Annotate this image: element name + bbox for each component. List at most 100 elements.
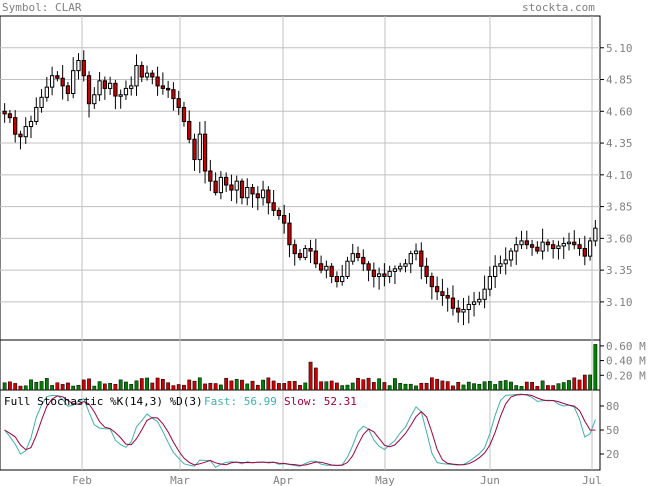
candle-body	[176, 98, 181, 108]
candle-body	[477, 298, 482, 303]
candle-body	[229, 184, 234, 191]
volume-bar	[203, 383, 207, 391]
x-tick-label: Apr	[273, 474, 293, 486]
volume-bar	[261, 379, 265, 391]
volume-bar	[577, 379, 582, 391]
candle-body	[81, 59, 86, 77]
volume-bar	[108, 383, 113, 391]
candle-body	[577, 244, 582, 250]
volume-bar	[461, 384, 466, 391]
candle-body	[487, 275, 493, 290]
volume-bar	[113, 384, 118, 391]
candle-body	[324, 265, 329, 271]
stochastic-tick-label: 50	[606, 424, 619, 437]
candle-body	[350, 253, 355, 262]
volume-bar	[44, 378, 49, 391]
candle-body	[340, 275, 345, 283]
volume-bar	[429, 377, 434, 391]
volume-bar	[266, 377, 271, 391]
candle-body	[2, 110, 7, 115]
volume-bar	[551, 385, 556, 391]
volume-bar	[245, 383, 250, 391]
volume-bar	[192, 380, 197, 391]
volume-bar	[556, 383, 561, 391]
candle-body	[508, 250, 514, 261]
volume-bar	[398, 383, 403, 391]
volume-bar	[208, 382, 213, 391]
volume-bar	[271, 380, 276, 391]
candle-body	[166, 87, 171, 91]
axis-ticks: Feb Mar Apr May Jun Jul 5.10 4.85 4.60 4.35 4.10 3.…	[72, 42, 646, 486]
volume-bar	[335, 382, 339, 391]
volume-bar	[282, 383, 287, 391]
volume-bar	[39, 381, 44, 391]
volume-bar	[23, 385, 28, 391]
volume-bar	[303, 382, 308, 391]
candle-body	[150, 72, 155, 78]
volume-tick-label: 0.60 M	[606, 340, 646, 353]
volume-bar	[319, 381, 323, 391]
volume-bar	[76, 384, 81, 391]
candle-body	[134, 65, 139, 87]
volume-bar	[277, 383, 281, 391]
candle-body	[545, 241, 551, 246]
volume-bar	[477, 383, 482, 391]
candle-body	[292, 244, 297, 255]
candle-body	[408, 253, 413, 265]
volume-bar	[466, 381, 471, 391]
candle-body	[593, 227, 598, 242]
volume-bar	[129, 384, 134, 391]
volume-bar	[561, 382, 566, 391]
volume-bar	[81, 379, 86, 391]
volume-bar	[593, 344, 598, 391]
volume-bar	[382, 382, 387, 391]
volume-bar	[519, 386, 524, 391]
candle-body	[493, 265, 498, 277]
stochastic-slow-label: Slow: 52.31	[284, 395, 357, 408]
volume-bar	[482, 381, 487, 391]
candle-body	[218, 176, 224, 194]
volume-bar	[34, 382, 39, 391]
volume-bar	[340, 385, 345, 391]
candle-body	[461, 309, 466, 313]
volume-bar	[298, 384, 302, 391]
candle-body	[466, 303, 471, 311]
candle-body	[250, 187, 255, 195]
volume-bar	[60, 384, 65, 391]
candle-body	[403, 263, 408, 267]
volume-bar	[124, 381, 128, 391]
candle-body	[445, 295, 450, 299]
candle-body	[65, 85, 71, 95]
volume-bar	[503, 380, 508, 391]
volume-bars	[2, 344, 598, 391]
candle-body	[113, 82, 118, 97]
candle-body	[60, 77, 65, 87]
candle-body	[213, 180, 218, 194]
volume-bar	[524, 381, 529, 391]
candle-body	[329, 265, 334, 277]
volume-bar	[509, 381, 513, 391]
candle-body	[303, 248, 308, 258]
volume-bar	[540, 380, 545, 391]
candle-body	[398, 265, 403, 270]
volume-bar	[255, 384, 260, 391]
candle-body	[313, 250, 318, 265]
candle-body	[92, 94, 97, 105]
volume-bar	[451, 385, 455, 391]
candle-body	[440, 291, 445, 297]
candle-body	[123, 87, 129, 96]
candle-body	[13, 117, 18, 135]
candle-body	[561, 242, 566, 247]
stochastic-fast-label: Fast: 56.99	[204, 395, 277, 408]
volume-bar	[514, 385, 519, 391]
candle-body	[23, 126, 28, 138]
candle-body	[503, 259, 508, 265]
symbol-label: Symbol: CLAR	[2, 1, 82, 14]
candle-body	[572, 241, 577, 246]
volume-bar	[29, 379, 33, 391]
candle-body	[556, 245, 561, 250]
volume-bar	[487, 381, 492, 391]
candle-body	[371, 269, 376, 277]
candle-body	[519, 240, 524, 246]
candle-body	[18, 133, 23, 138]
